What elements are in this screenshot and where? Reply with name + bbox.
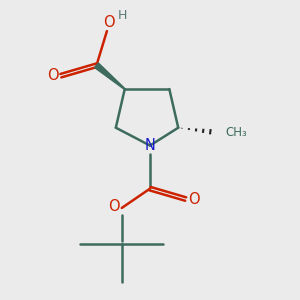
Text: N: N (145, 138, 155, 153)
Text: O: O (108, 199, 119, 214)
Text: CH₃: CH₃ (225, 126, 247, 139)
Polygon shape (94, 63, 125, 89)
Text: O: O (103, 15, 115, 30)
Text: H: H (118, 9, 127, 22)
Text: O: O (188, 191, 200, 206)
Text: O: O (47, 68, 58, 83)
